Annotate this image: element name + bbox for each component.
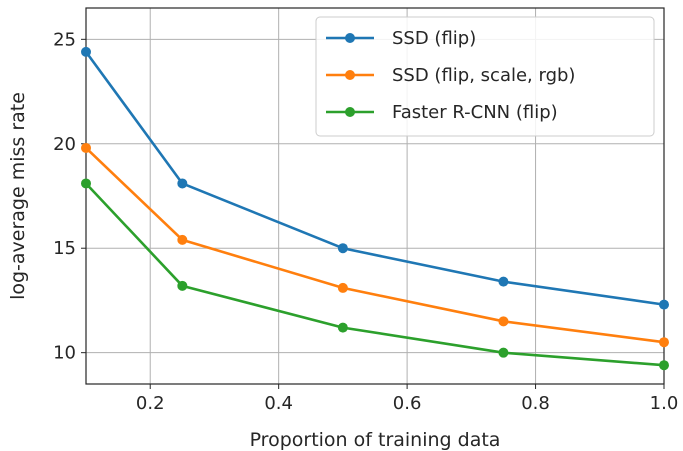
legend-item: Faster R-CNN (flip) [326, 102, 558, 123]
y-tick-label: 10 [53, 343, 76, 364]
data-point [498, 347, 509, 358]
data-point [337, 243, 348, 254]
legend-swatch-marker [345, 70, 355, 80]
series [81, 46, 669, 310]
data-point [177, 234, 188, 245]
series-line [85, 182, 665, 367]
data-point [81, 178, 91, 189]
x-tick-label: 1.0 [650, 393, 679, 414]
data-point [659, 299, 669, 310]
data-point [659, 337, 669, 348]
y-tick-label: 15 [53, 238, 76, 259]
legend-swatch-marker [345, 107, 355, 117]
plot-area [85, 7, 665, 385]
series [81, 178, 669, 371]
y-tick-label: 25 [53, 29, 76, 50]
legend-box [315, 16, 655, 137]
legend-label: SSD (flip) [392, 28, 476, 49]
x-tick-label: 0.8 [521, 393, 550, 414]
data-point [498, 276, 509, 287]
data-point [337, 322, 348, 333]
x-axis-ticks: 0.2 0.4 0.6 0.8 1.0 [136, 384, 678, 414]
data-point [659, 360, 669, 371]
legend-label: SSD (flip, scale, rgb) [392, 65, 575, 86]
y-axis-label: log-average miss rate [7, 92, 29, 300]
data-point [81, 142, 91, 153]
series-line [85, 147, 665, 344]
data-point [177, 280, 188, 291]
y-axis-ticks: 10 15 20 25 [53, 29, 86, 364]
x-tick-label: 0.6 [393, 393, 422, 414]
data-point [177, 178, 188, 189]
x-axis-label: Proportion of training data [250, 429, 501, 451]
legend: SSD (flip) SSD (flip, scale, rgb) Faster R… [315, 16, 655, 137]
legend-item: SSD (flip, scale, rgb) [326, 65, 575, 86]
legend-item: SSD (flip) [326, 28, 476, 49]
data-point [337, 282, 348, 293]
legend-swatch-marker [345, 33, 355, 43]
x-tick-label: 0.2 [136, 393, 165, 414]
series [81, 142, 669, 348]
series-layer [81, 46, 669, 371]
x-tick-label: 0.4 [264, 393, 293, 414]
data-point [498, 316, 509, 327]
data-point [81, 46, 91, 57]
y-tick-label: 20 [53, 134, 76, 155]
legend-label: Faster R-CNN (flip) [392, 102, 558, 123]
